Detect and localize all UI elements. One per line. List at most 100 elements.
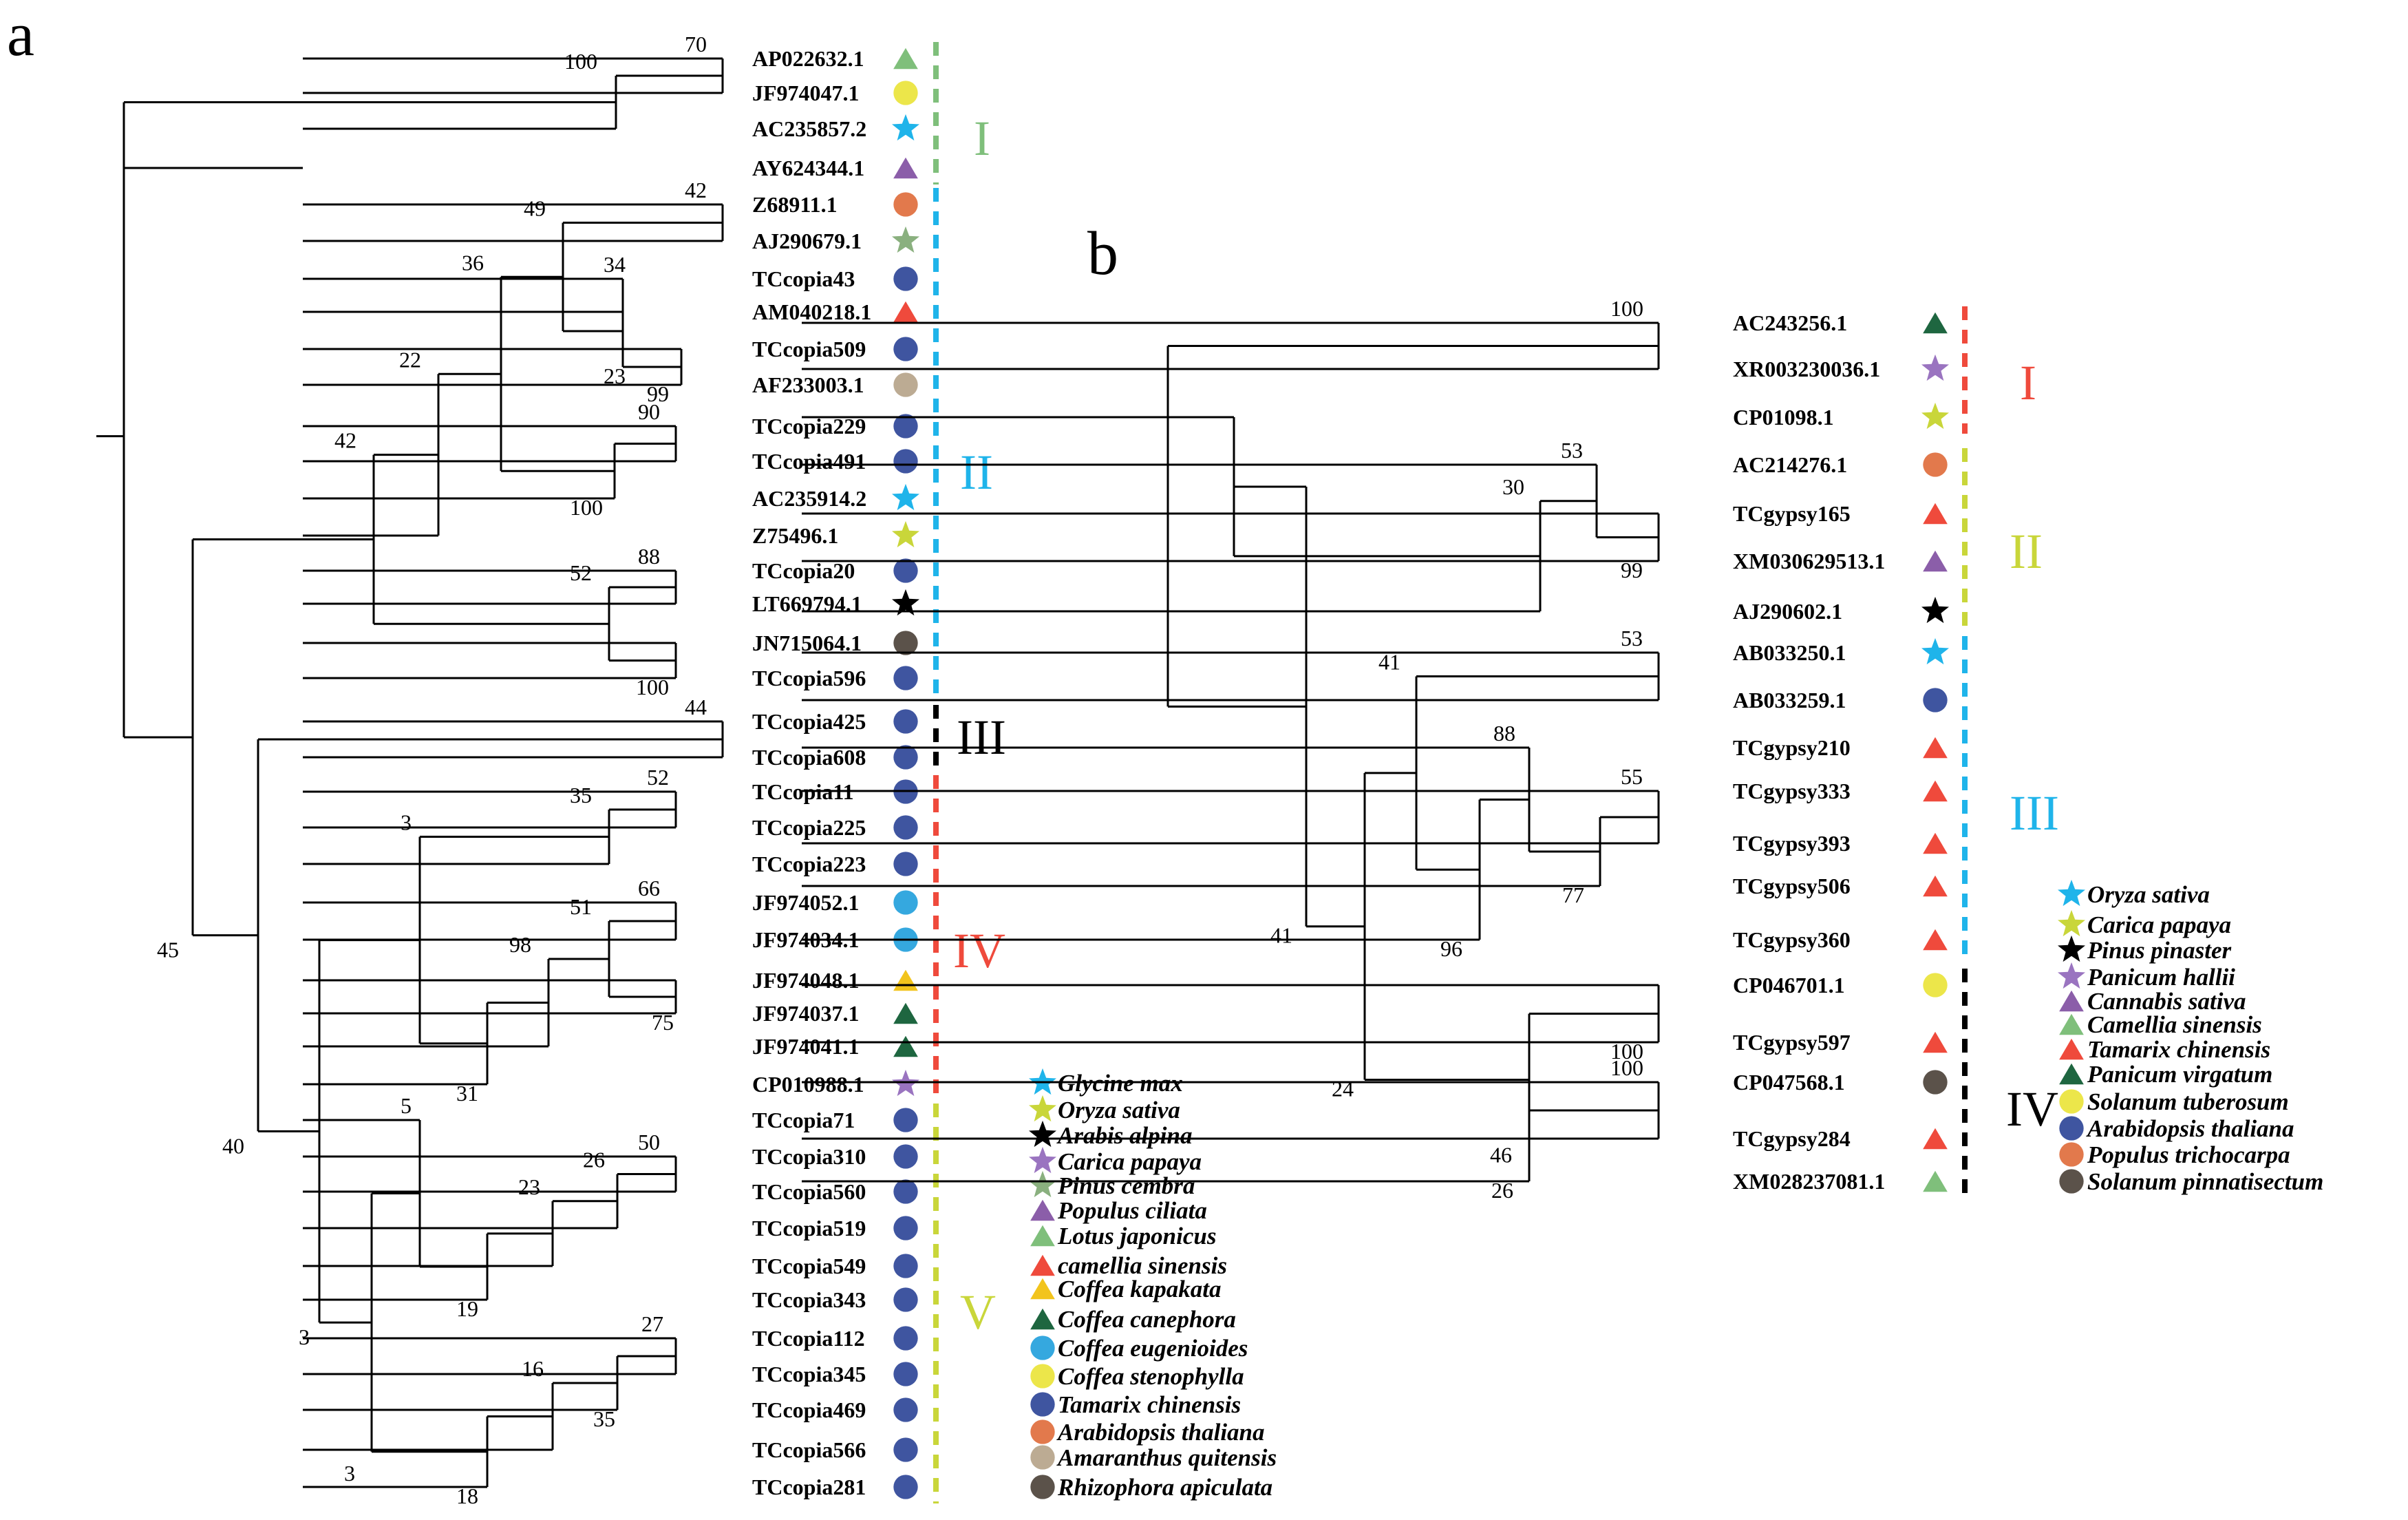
b-clade-label: IV <box>2006 1081 2058 1137</box>
b-legend-entry: Tamarix chinensis <box>2087 1036 2270 1063</box>
a-clade-label: III <box>957 710 1006 765</box>
a-legend-marker <box>1029 1146 1056 1174</box>
b-leaf-label: TCgypsy506 <box>1733 874 1851 898</box>
a-support-value: 31 <box>456 1081 478 1106</box>
a-leaf-marker <box>893 1326 918 1351</box>
a-leaf-marker <box>893 266 918 291</box>
a-support-value: 23 <box>518 1174 540 1199</box>
b-legend-marker <box>2059 1063 2084 1085</box>
a-legend-entry: Coffea kapakata <box>1058 1276 1222 1302</box>
a-leaf-marker <box>893 337 918 361</box>
b-leaf-label: TCgypsy165 <box>1733 501 1851 526</box>
b-support-value: 99 <box>1621 558 1643 582</box>
a-legend-marker <box>1029 1120 1056 1148</box>
a-leaf-label: TCcopia225 <box>752 815 866 840</box>
a-leaf-label: JF974048.1 <box>752 968 860 993</box>
a-support-value: 50 <box>638 1130 660 1154</box>
b-legend-marker <box>2058 909 2085 937</box>
b-leaf-marker <box>1923 973 1948 997</box>
a-support-value: 49 <box>524 196 546 221</box>
a-clade-label: II <box>960 445 993 500</box>
a-leaf-marker <box>893 372 918 397</box>
b-leaf-marker <box>1923 875 1948 897</box>
a-leaf-marker <box>893 558 918 583</box>
b-legend-marker <box>2059 1038 2084 1060</box>
a-leaf-label: JF974041.1 <box>752 1034 860 1059</box>
a-support-value: 27 <box>641 1311 663 1336</box>
a-legend-entry: Populus ciliata <box>1057 1197 1207 1224</box>
b-legend-marker <box>2059 1142 2084 1167</box>
a-leaf-label: TCcopia343 <box>752 1287 866 1312</box>
a-legend-marker <box>1029 1095 1056 1122</box>
a-support-value: 45 <box>157 938 179 962</box>
b-leaf-marker <box>1923 780 1948 802</box>
a-leaf-label: Z68911.1 <box>752 192 838 217</box>
b-leaf-marker <box>1923 1128 1948 1150</box>
a-support-value: 52 <box>570 560 592 585</box>
a-leaf-marker <box>893 1035 918 1057</box>
b-legend-entry: Panicum hallii <box>2087 964 2235 991</box>
a-leaf-marker <box>893 301 918 323</box>
a-clade-label: V <box>960 1285 996 1340</box>
a-legend-marker <box>1030 1199 1055 1221</box>
a-support-value: 44 <box>685 695 707 719</box>
a-leaf-label: CP010988.1 <box>752 1072 864 1097</box>
a-leaf-marker <box>893 1475 918 1499</box>
a-support-value: 75 <box>652 1010 674 1035</box>
b-leaf-marker <box>1923 503 1948 525</box>
a-leaf-label: AC235914.2 <box>752 486 866 511</box>
a-leaf-marker <box>893 1437 918 1462</box>
b-legend-marker <box>2059 1116 2084 1141</box>
a-legend-entry: Oryza sativa <box>1058 1097 1180 1123</box>
b-legend-entry: Panicum virgatum <box>2087 1061 2272 1088</box>
b-legend-marker <box>2059 1169 2084 1194</box>
a-support-value: 90 <box>638 399 660 424</box>
a-leaf-label: JF974052.1 <box>752 890 860 915</box>
a-leaf-label: AC235857.2 <box>752 116 866 141</box>
a-legend-marker <box>1030 1419 1055 1444</box>
a-leaf-marker <box>893 1397 918 1422</box>
a-leaf-marker <box>893 1216 918 1241</box>
b-leaf-label: TCgypsy393 <box>1733 831 1851 856</box>
b-support-value: 88 <box>1493 721 1515 746</box>
a-leaf-marker <box>893 449 918 474</box>
a-legend-marker <box>1030 1278 1055 1300</box>
a-leaf-marker <box>893 852 918 876</box>
a-leaf-marker <box>893 666 918 690</box>
a-legend-marker <box>1030 1336 1055 1360</box>
a-leaf-label: TCcopia425 <box>752 709 866 734</box>
b-support-value: 24 <box>1332 1077 1354 1101</box>
a-support-value: 3 <box>299 1324 310 1349</box>
a-leaf-label: TCcopia223 <box>752 852 866 876</box>
b-clade-label: II <box>2010 524 2043 579</box>
a-leaf-label: AP022632.1 <box>752 46 864 71</box>
a-leaf-label: TCcopia345 <box>752 1362 866 1386</box>
a-support-value: 70 <box>685 32 707 56</box>
a-support-value: 19 <box>456 1296 478 1321</box>
a-leaf-label: AF233003.1 <box>752 372 864 397</box>
a-leaf-label: TCcopia491 <box>752 449 866 474</box>
a-support-value: 88 <box>638 544 660 569</box>
panel-a-letter: a <box>7 1 34 69</box>
a-leaf-label: TCcopia549 <box>752 1254 866 1278</box>
b-leaf-label: CP046701.1 <box>1733 973 1845 997</box>
b-leaf-label: CP01098.1 <box>1733 405 1834 430</box>
b-leaf-marker <box>1923 737 1948 759</box>
a-leaf-marker <box>893 414 918 439</box>
b-leaf-label: XM030629513.1 <box>1733 549 1885 573</box>
b-legend-entry: Oryza sativa <box>2087 881 2210 908</box>
a-support-value: 3 <box>401 810 412 835</box>
b-legend-entry: Solanum pinnatisectum <box>2087 1168 2323 1195</box>
a-legend-entry: Coffea stenophylla <box>1058 1363 1244 1390</box>
a-legend-entry: Coffea canephora <box>1058 1306 1236 1333</box>
a-support-value: 51 <box>570 894 592 919</box>
panel-b-letter: b <box>1087 220 1118 288</box>
b-legend-entry: Solanum tuberosum <box>2087 1088 2289 1115</box>
a-legend-entry: Tamarix chinensis <box>1058 1391 1241 1418</box>
a-leaf-label: TCcopia281 <box>752 1475 866 1499</box>
b-leaf-marker <box>1921 402 1949 430</box>
a-leaf-label: TCcopia310 <box>752 1144 866 1169</box>
a-support-value: 42 <box>334 428 356 453</box>
b-leaf-label: XR003230036.1 <box>1733 357 1880 381</box>
b-support-value: 55 <box>1621 764 1643 789</box>
